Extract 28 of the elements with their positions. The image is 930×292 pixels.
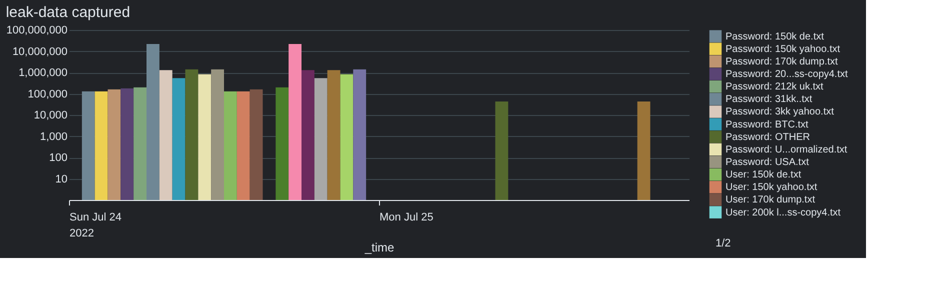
legend-label: Password: BTC.txt: [726, 119, 809, 130]
legend-label: Password: U...ormalized.txt: [726, 144, 848, 156]
legend-label: Password: 3kk yahoo.txt: [726, 106, 834, 118]
x-axis-title: _time: [364, 240, 394, 254]
y-tick-label: 1,000,000: [18, 67, 68, 79]
legend-label: User: 200k l...ss-copy4.txt: [726, 207, 841, 218]
legend-label: User: 150k de.txt: [726, 170, 802, 181]
y-tick-label: 10: [55, 173, 68, 186]
y-tick-label: 100,000: [28, 88, 68, 100]
legend-label: Password: 150k yahoo.txt: [726, 44, 840, 55]
y-tick-label: 100,000,000: [6, 24, 68, 36]
y-tick-label: 10,000,000: [12, 46, 68, 58]
y-tick-label: 1,000: [40, 130, 68, 143]
legend-label: Password: 20...ss-copy4.txt: [726, 69, 848, 80]
legend-label: Password: USA.txt: [726, 157, 810, 168]
y-tick-label: 10,000: [34, 110, 68, 122]
legend-label: User: 170k dump.txt: [726, 194, 816, 206]
chart-title: leak-data captured: [6, 4, 130, 21]
legend-label: User: 150k yahoo.txt: [726, 182, 818, 194]
x-tick-label: Sun Jul 24 2022: [70, 212, 122, 240]
legend-label: Password: 31kk..txt: [726, 94, 812, 106]
legend-label: Password: 212k uk.txt: [726, 82, 824, 93]
legend-label: Password: OTHER: [726, 132, 810, 143]
legend-label: Password: 170k dump.txt: [726, 56, 838, 68]
legend-label: Password: 150k de.txt: [726, 31, 824, 42]
y-tick-label: 100: [49, 152, 68, 164]
text: 1/2: [716, 238, 731, 250]
x-tick-label: Mon Jul 25: [380, 212, 434, 224]
